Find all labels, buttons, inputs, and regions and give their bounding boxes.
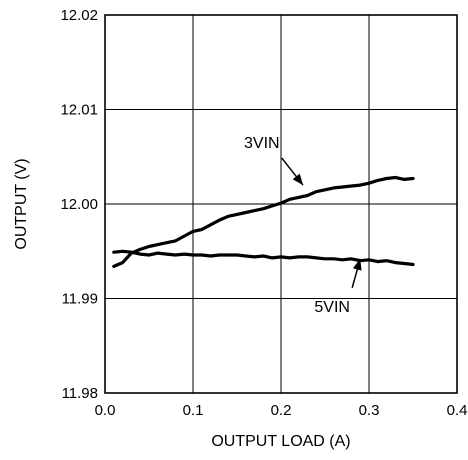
- annotations: 3VIN 5VIN: [244, 135, 362, 316]
- annotation-arrowhead-5vin: [352, 258, 362, 271]
- x-axis-ticks: 0.0 0.1 0.2 0.3 0.4: [95, 402, 468, 419]
- y-tick-label: 12.00: [60, 196, 98, 213]
- x-axis-label: OUTPUT LOAD (A): [211, 433, 350, 450]
- x-tick-label: 0.4: [447, 402, 468, 419]
- plot-area-frame: [104, 14, 458, 394]
- series-layer: [112, 175, 415, 268]
- x-tick-label: 0.3: [359, 402, 380, 419]
- annotation-label-3vin: 3VIN: [244, 135, 280, 152]
- annotation-arrowhead-3vin: [292, 173, 303, 186]
- x-tick-label: 0.2: [271, 402, 292, 419]
- y-tick-label: 11.99: [62, 291, 98, 308]
- annotation-label-5vin: 5VIN: [314, 299, 350, 316]
- series-line-5vin: [112, 249, 415, 267]
- y-tick-label: 11.98: [62, 385, 98, 402]
- x-tick-label: 0.0: [95, 402, 116, 419]
- y-tick-label: 12.02: [60, 7, 98, 24]
- y-axis-ticks: 11.98 11.99 12.00 12.01 12.02: [60, 7, 98, 402]
- series-line-3vin: [112, 175, 415, 268]
- x-tick-label: 0.1: [183, 402, 204, 419]
- y-tick-label: 12.01: [60, 102, 98, 119]
- y-axis-label: OUTPUT (V): [13, 158, 30, 249]
